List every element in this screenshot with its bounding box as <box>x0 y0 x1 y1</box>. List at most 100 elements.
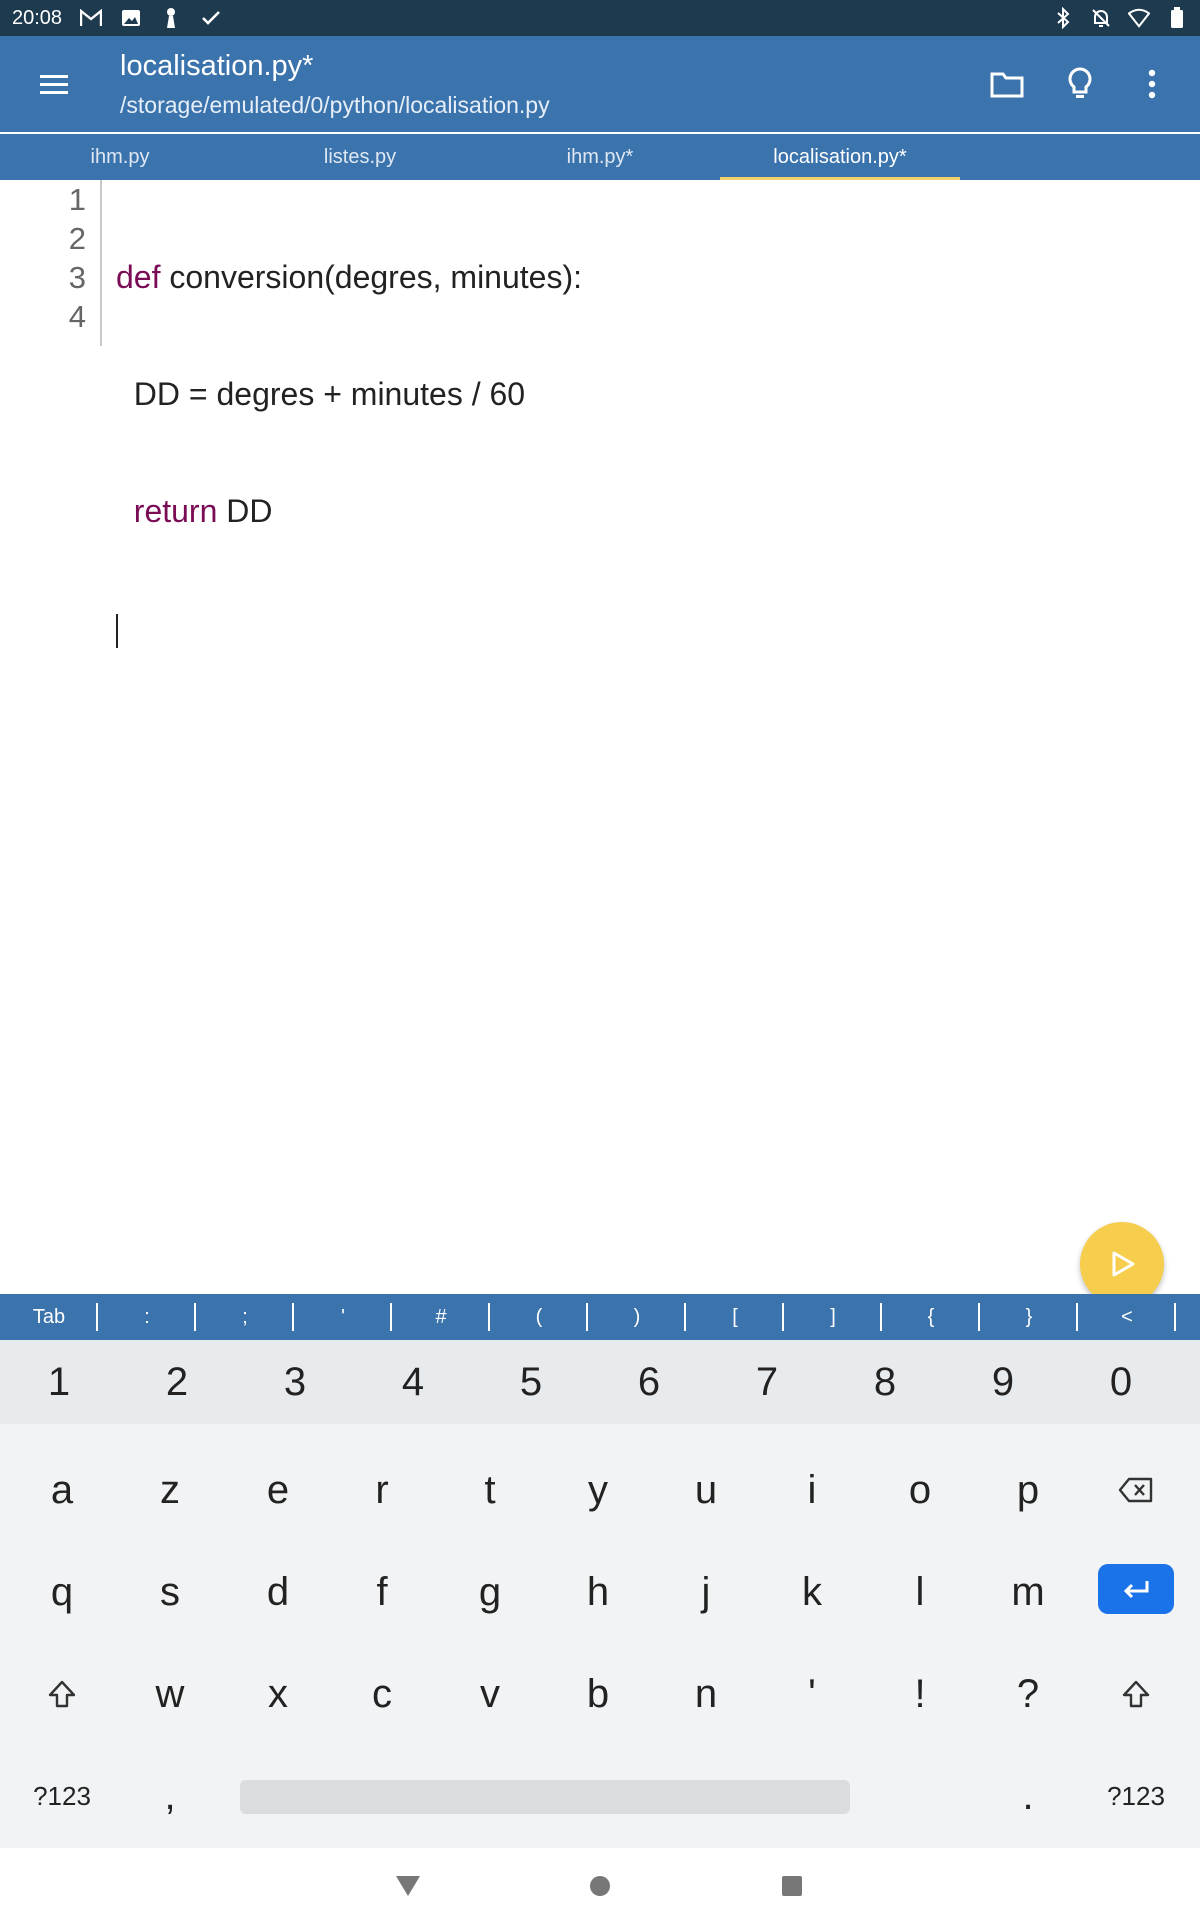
file-title: localisation.py* <box>120 50 314 82</box>
symbol-key-open-paren[interactable]: ( <box>490 1294 588 1340</box>
image-icon <box>120 7 142 29</box>
space-bar[interactable] <box>240 1780 850 1814</box>
wifi-icon <box>1128 7 1150 29</box>
symbols-key-left[interactable]: ?123 <box>33 1780 91 1811</box>
key-s[interactable]: s <box>160 1569 180 1614</box>
recents-square-icon <box>782 1876 802 1896</box>
key-i[interactable]: i <box>807 1467 817 1512</box>
key-d[interactable]: d <box>266 1569 290 1614</box>
shift-key-left[interactable] <box>8 1644 116 1744</box>
enter-key[interactable] <box>1098 1564 1174 1614</box>
symbol-key-close-bracket[interactable]: ] <box>784 1294 882 1340</box>
status-bar: 20:08 <box>0 0 1200 36</box>
key-v[interactable]: v <box>480 1671 500 1716</box>
key-0[interactable]: 0 <box>1109 1359 1133 1404</box>
tab-ihm-modified[interactable]: ihm.py* <box>566 145 634 168</box>
navigation-bar <box>0 1848 1200 1920</box>
key-apostrophe[interactable]: ' <box>808 1671 816 1716</box>
play-icon <box>1112 1251 1135 1277</box>
key-w[interactable]: w <box>155 1671 185 1716</box>
key-j[interactable]: j <box>701 1569 711 1614</box>
key-h[interactable]: h <box>586 1569 610 1614</box>
line-number: 4 <box>68 299 86 334</box>
key-x[interactable]: x <box>268 1671 288 1716</box>
hamburger-menu-icon <box>40 75 68 94</box>
menu-button[interactable] <box>34 66 74 102</box>
symbol-key-close-paren[interactable]: ) <box>588 1294 686 1340</box>
line-number-gutter: 1 2 3 4 <box>0 180 102 346</box>
key-g[interactable]: g <box>478 1569 502 1614</box>
code-keyword: return <box>116 493 218 529</box>
run-button[interactable] <box>1080 1222 1164 1306</box>
key-o[interactable]: o <box>908 1467 932 1512</box>
key-a[interactable]: a <box>50 1467 74 1512</box>
code-content: DD <box>217 493 273 529</box>
symbol-key-close-brace[interactable]: } <box>980 1294 1078 1340</box>
file-path: /storage/emulated/0/python/localisation.… <box>120 92 550 118</box>
key-6[interactable]: 6 <box>637 1359 661 1404</box>
symbol-key-colon[interactable]: : <box>98 1294 196 1340</box>
symbol-key-less-than[interactable]: < <box>1078 1294 1176 1340</box>
open-folder-button[interactable] <box>987 64 1027 104</box>
key-2[interactable]: 2 <box>165 1359 189 1404</box>
tab-localisation[interactable]: localisation.py* <box>720 134 960 180</box>
key-q[interactable]: q <box>50 1569 74 1614</box>
soft-keyboard: 1 2 3 4 5 6 7 8 9 0 a z e r t y u i o p <box>0 1340 1200 1848</box>
key-n[interactable]: n <box>694 1671 718 1716</box>
key-7[interactable]: 7 <box>755 1359 779 1404</box>
tab-ihm[interactable]: ihm.py <box>90 145 150 168</box>
symbols-key-right[interactable]: ?123 <box>1107 1780 1165 1811</box>
key-5[interactable]: 5 <box>519 1359 543 1404</box>
key-e[interactable]: e <box>266 1467 290 1512</box>
key-period[interactable]: . <box>1022 1773 1034 1818</box>
symbol-key-open-brace[interactable]: { <box>882 1294 980 1340</box>
backspace-icon <box>1118 1477 1153 1503</box>
symbol-key-tab[interactable]: Tab <box>0 1294 98 1340</box>
key-row-1: a z e r t y u i o p <box>0 1440 1200 1540</box>
shift-icon <box>48 1680 76 1708</box>
key-8[interactable]: 8 <box>873 1359 897 1404</box>
line-number: 3 <box>68 260 86 295</box>
backspace-key[interactable] <box>1082 1440 1190 1540</box>
key-comma[interactable]: , <box>164 1773 176 1818</box>
code-text[interactable]: def conversion(degres, minutes): DD = de… <box>116 180 582 726</box>
shift-key-right[interactable] <box>1082 1644 1190 1744</box>
gmail-icon <box>80 7 103 29</box>
key-3[interactable]: 3 <box>283 1359 307 1404</box>
tab-listes[interactable]: listes.py <box>323 145 397 168</box>
key-l[interactable]: l <box>915 1569 925 1614</box>
key-f[interactable]: f <box>376 1569 388 1614</box>
check-icon <box>200 7 222 29</box>
key-9[interactable]: 9 <box>991 1359 1015 1404</box>
code-editor[interactable]: 1 2 3 4 def conversion(degres, minutes):… <box>0 180 1200 1292</box>
back-button[interactable] <box>388 1866 428 1906</box>
key-r[interactable]: r <box>375 1467 389 1512</box>
key-c[interactable]: c <box>372 1671 392 1716</box>
code-content: conversion(degres, minutes): <box>160 259 582 295</box>
recents-button[interactable] <box>772 1866 812 1906</box>
home-circle-icon <box>590 1876 610 1896</box>
key-y[interactable]: y <box>588 1467 608 1512</box>
hint-button[interactable] <box>1060 64 1100 104</box>
key-exclamation[interactable]: ! <box>914 1671 926 1716</box>
folder-icon <box>990 72 1024 98</box>
key-u[interactable]: u <box>694 1467 718 1512</box>
key-1[interactable]: 1 <box>47 1359 71 1404</box>
home-button[interactable] <box>580 1866 620 1906</box>
key-z[interactable]: z <box>160 1467 180 1512</box>
key-b[interactable]: b <box>586 1671 610 1716</box>
key-p[interactable]: p <box>1016 1467 1040 1512</box>
key-question[interactable]: ? <box>1016 1671 1040 1716</box>
lightbulb-icon <box>1068 67 1092 98</box>
more-options-button[interactable] <box>1132 64 1172 104</box>
app-bar: localisation.py* /storage/emulated/0/pyt… <box>0 36 1200 132</box>
key-k[interactable]: k <box>802 1569 822 1614</box>
key-m[interactable]: m <box>1011 1569 1045 1614</box>
code-line: DD = degres + minutes / 60 <box>116 375 582 414</box>
key-t[interactable]: t <box>484 1467 496 1512</box>
symbol-key-hash[interactable]: # <box>392 1294 490 1340</box>
symbol-key-quote[interactable]: ' <box>294 1294 392 1340</box>
key-4[interactable]: 4 <box>401 1359 425 1404</box>
symbol-key-open-bracket[interactable]: [ <box>686 1294 784 1340</box>
symbol-key-semicolon[interactable]: ; <box>196 1294 294 1340</box>
